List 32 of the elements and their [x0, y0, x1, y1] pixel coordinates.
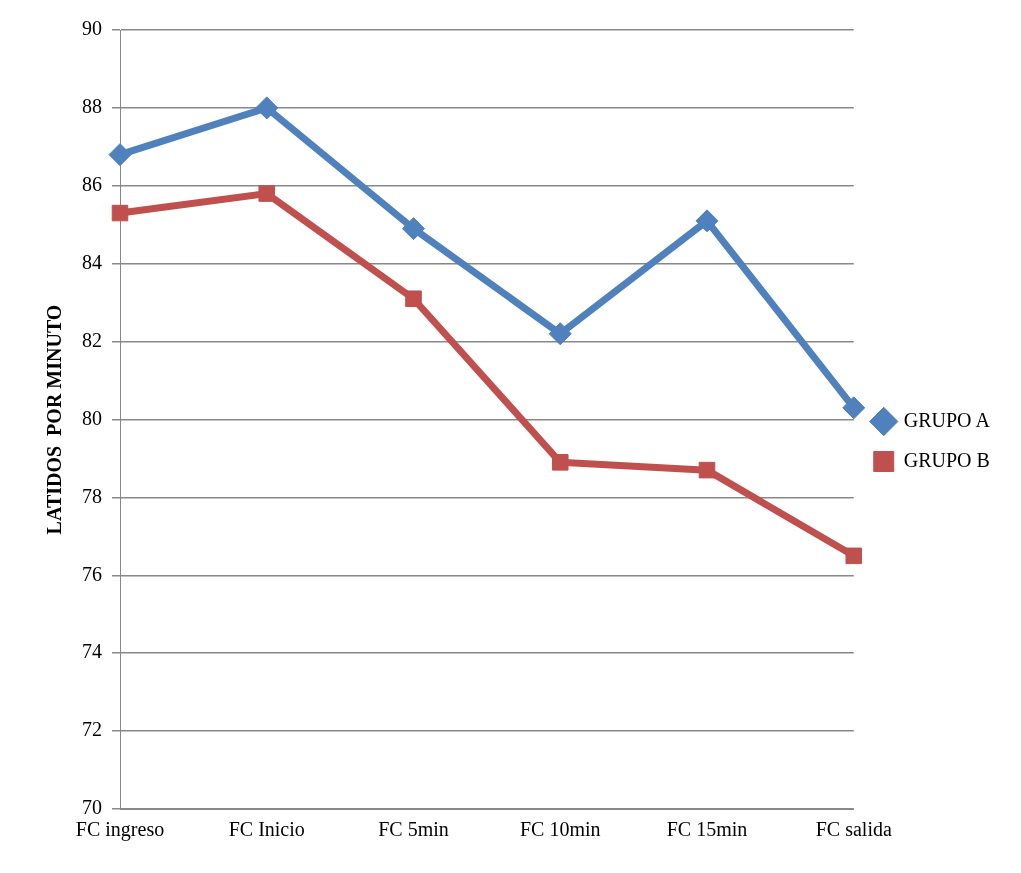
- y-tick-label: 84: [82, 250, 102, 273]
- point: [255, 96, 279, 120]
- x-tick-label: FC ingreso: [75, 818, 165, 842]
- point: [111, 204, 129, 222]
- y-axis-title: LATIDOS POR MINUTO: [43, 304, 66, 535]
- point: [551, 454, 569, 471]
- y-tick-label: 82: [82, 328, 102, 351]
- x-tick-label: FC salida: [815, 818, 892, 841]
- point: [405, 290, 422, 308]
- x-tick-label: FC 10min: [519, 818, 601, 841]
- point: [108, 143, 132, 167]
- y-tick-label: 74: [82, 640, 102, 663]
- y-tick-label: 86: [82, 173, 102, 196]
- point: [845, 547, 863, 565]
- point: [698, 461, 716, 479]
- x-tick-label: FC 5min: [378, 818, 449, 841]
- x-tick-label: FC Inicio: [228, 818, 305, 841]
- point: [402, 217, 426, 241]
- point: [548, 322, 572, 346]
- y-tick-label: 88: [82, 95, 102, 118]
- y-tick-label: 70: [82, 796, 102, 819]
- y-tick-label: 78: [82, 484, 102, 507]
- y-tick-label: 76: [82, 562, 102, 585]
- point: [695, 209, 719, 233]
- legend-label: GRUPO A: [903, 408, 991, 431]
- point: [258, 185, 276, 202]
- y-tick-label: 80: [82, 406, 102, 429]
- y-tick-label: 72: [82, 718, 102, 741]
- legend-label: GRUPO B: [903, 448, 990, 471]
- y-tick-label: 90: [82, 17, 102, 40]
- point: [842, 396, 866, 420]
- x-tick-label: FC 15min: [666, 818, 748, 841]
